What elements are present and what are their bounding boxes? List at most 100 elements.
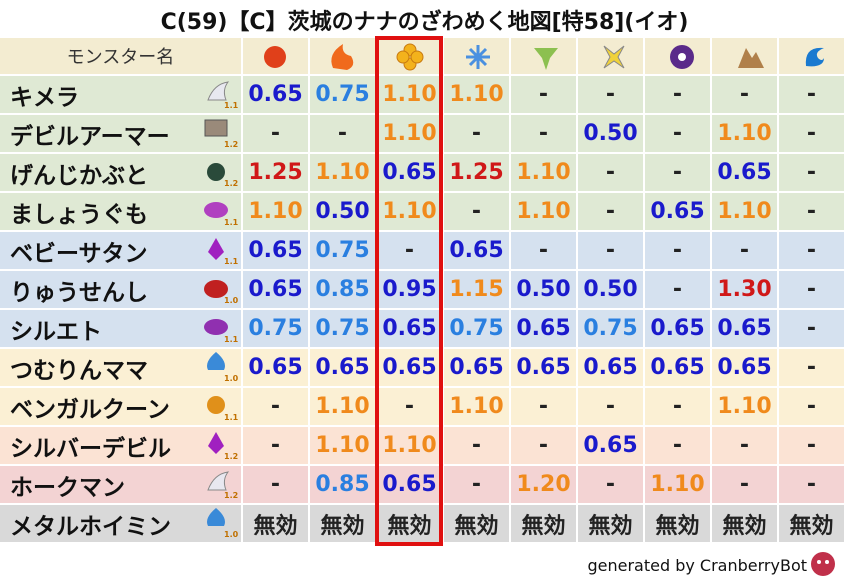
- value-cell: 0.65: [310, 349, 377, 388]
- value-cell: -: [377, 232, 444, 271]
- value-cell: 無効: [377, 505, 444, 544]
- monster-rank: 1.2: [224, 140, 239, 149]
- value-cell: -: [779, 310, 846, 349]
- value-cell: 0.65: [511, 310, 578, 349]
- value-cell: 0.65: [243, 232, 310, 271]
- value-cell: 0.75: [310, 76, 377, 115]
- value-cell: -: [779, 76, 846, 115]
- value-cell: -: [511, 388, 578, 427]
- value-cell: -: [645, 232, 712, 271]
- monster-rank: 1.0: [224, 374, 239, 383]
- value-cell: 0.65: [377, 310, 444, 349]
- value-cell: -: [712, 76, 779, 115]
- value-cell: -: [779, 154, 846, 193]
- value-cell: 0.65: [243, 271, 310, 310]
- value-cell: 0.75: [444, 310, 511, 349]
- value-cell: 無効: [779, 505, 846, 544]
- value-cell: -: [645, 115, 712, 154]
- value-cell: -: [578, 388, 645, 427]
- value-cell: -: [243, 115, 310, 154]
- footer: generated by CranberryBot: [587, 556, 807, 575]
- value-cell: 無効: [511, 505, 578, 544]
- value-cell: -: [779, 427, 846, 466]
- monster-rank: 1.2: [224, 452, 239, 461]
- value-cell: 1.25: [444, 154, 511, 193]
- bot-icon: [811, 552, 835, 576]
- value-cell: 0.65: [578, 427, 645, 466]
- value-cell: -: [578, 76, 645, 115]
- value-cell: -: [779, 193, 846, 232]
- value-cell: -: [779, 349, 846, 388]
- value-cell: -: [444, 193, 511, 232]
- monster-rank: 1.1: [224, 101, 239, 110]
- value-cell: 無効: [444, 505, 511, 544]
- value-cell: 1.10: [645, 466, 712, 505]
- value-cell: 0.75: [243, 310, 310, 349]
- value-cell: 1.10: [444, 388, 511, 427]
- value-cell: 0.65: [645, 193, 712, 232]
- value-cell: 0.50: [578, 271, 645, 310]
- monster-name: ベンガルクーン: [0, 388, 243, 427]
- value-cell: 0.65: [243, 349, 310, 388]
- header-label: モンスター名: [0, 38, 243, 76]
- value-cell: -: [712, 232, 779, 271]
- monster-icons: [204, 81, 230, 526]
- monster-rank: 1.1: [224, 218, 239, 227]
- value-cell: -: [511, 232, 578, 271]
- value-cell: 1.10: [310, 154, 377, 193]
- value-cell: 0.65: [645, 349, 712, 388]
- monster-name: メタルホイミン: [0, 505, 243, 544]
- monster-rank: 1.0: [224, 530, 239, 539]
- value-cell: -: [712, 466, 779, 505]
- monster-name: りゅうせんし: [0, 271, 243, 310]
- value-cell: 1.10: [377, 115, 444, 154]
- monster-name: シルバーデビル: [0, 427, 243, 466]
- value-cell: -: [779, 115, 846, 154]
- value-cell: -: [712, 427, 779, 466]
- value-cell: -: [243, 388, 310, 427]
- value-cell: 0.95: [377, 271, 444, 310]
- value-cell: 無効: [645, 505, 712, 544]
- value-cell: -: [511, 427, 578, 466]
- value-cell: 0.65: [377, 349, 444, 388]
- value-cell: 1.10: [712, 115, 779, 154]
- value-cell: -: [511, 115, 578, 154]
- value-cell: 0.65: [511, 349, 578, 388]
- value-cell: 1.10: [243, 193, 310, 232]
- title: C(59)【C】茨城のナナのざわめく地図[特58](イオ): [160, 10, 689, 35]
- monster-name: シルエト: [0, 310, 243, 349]
- monster-rank: 1.1: [224, 335, 239, 344]
- value-cell: 無効: [310, 505, 377, 544]
- monster-rank: 1.1: [224, 413, 239, 422]
- value-cell: 0.65: [377, 154, 444, 193]
- value-cell: 0.50: [578, 115, 645, 154]
- value-cell: -: [377, 388, 444, 427]
- value-cell: -: [645, 388, 712, 427]
- value-cell: 0.50: [511, 271, 578, 310]
- header-cell: [645, 38, 712, 76]
- value-cell: -: [645, 271, 712, 310]
- monster-name: キメラ: [0, 76, 243, 115]
- header-cell: [444, 38, 511, 76]
- value-cell: 1.10: [511, 154, 578, 193]
- value-cell: 無効: [712, 505, 779, 544]
- monster-rank: 1.0: [224, 296, 239, 305]
- value-cell: 1.10: [377, 193, 444, 232]
- value-cell: 0.65: [645, 310, 712, 349]
- highlight-box: [375, 36, 443, 546]
- monster-rank: 1.1: [224, 257, 239, 266]
- value-cell: 1.30: [712, 271, 779, 310]
- value-cell: -: [444, 115, 511, 154]
- value-cell: 0.65: [444, 232, 511, 271]
- value-cell: 0.65: [377, 466, 444, 505]
- value-cell: 1.10: [511, 193, 578, 232]
- monster-name: げんじかぶと: [0, 154, 243, 193]
- value-cell: -: [645, 154, 712, 193]
- value-cell: -: [779, 388, 846, 427]
- value-cell: 1.15: [444, 271, 511, 310]
- value-cell: -: [578, 154, 645, 193]
- value-cell: 無効: [243, 505, 310, 544]
- element-icons: [264, 43, 824, 71]
